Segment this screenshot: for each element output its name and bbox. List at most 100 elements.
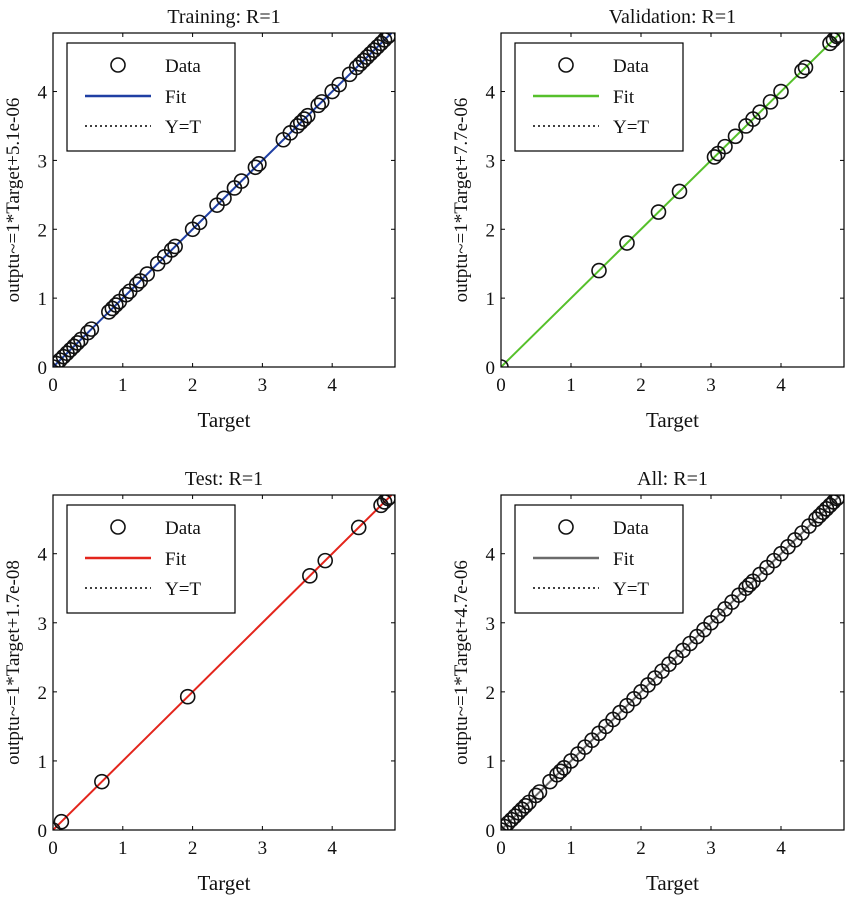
x-tick-label: 4 bbox=[327, 375, 337, 396]
data-point bbox=[128, 276, 145, 293]
legend-label-fit: Fit bbox=[613, 549, 635, 570]
y-tick-label: 0 bbox=[486, 358, 496, 379]
chart-panel-test: Test: R=1 0 1 2 3 4 0 1 2 3 4 Target outptu~=1*Targe… bbox=[3, 468, 396, 895]
data-point bbox=[830, 495, 844, 505]
data-point bbox=[53, 813, 70, 830]
x-tick-label: 2 bbox=[188, 838, 198, 859]
data-point bbox=[83, 321, 100, 337]
legend-label-fit: Fit bbox=[165, 549, 187, 570]
data-point bbox=[376, 495, 393, 510]
x-axis-label: Target bbox=[646, 408, 699, 432]
data-point bbox=[380, 33, 395, 45]
x-tick-label: 0 bbox=[496, 838, 506, 859]
data-point bbox=[717, 138, 733, 155]
x-tick-label: 2 bbox=[636, 375, 646, 396]
data-point bbox=[118, 286, 135, 303]
chart-panel-all: All: R=1 0 1 2 3 4 0 1 2 3 4 Target outptu~=1*Target… bbox=[451, 468, 845, 895]
data-point bbox=[380, 495, 395, 507]
legend-data-marker bbox=[558, 519, 574, 535]
legend-label-fit: Fit bbox=[613, 87, 635, 108]
x-tick-label: 2 bbox=[636, 838, 646, 859]
legend: Data Fit Y=T bbox=[66, 504, 236, 614]
data-point bbox=[94, 773, 110, 790]
plot-area bbox=[501, 495, 844, 830]
data-point bbox=[517, 798, 534, 814]
y-tick-label: 0 bbox=[38, 358, 48, 379]
data-point bbox=[331, 76, 347, 93]
x-tick-label: 2 bbox=[188, 375, 198, 396]
data-point bbox=[381, 33, 395, 43]
x-tick-label: 1 bbox=[566, 375, 576, 396]
y-tick-label: 2 bbox=[486, 220, 496, 241]
legend-label-fit: Fit bbox=[165, 87, 187, 108]
x-tick-label: 3 bbox=[706, 375, 716, 396]
data-point bbox=[794, 63, 810, 79]
legend-label-data: Data bbox=[613, 518, 649, 539]
y-tick-label: 4 bbox=[486, 83, 496, 104]
data-point bbox=[139, 266, 156, 282]
y-tick-label: 4 bbox=[38, 545, 48, 566]
plot-area bbox=[501, 33, 844, 367]
legend-label-data: Data bbox=[613, 56, 649, 77]
x-tick-label: 0 bbox=[48, 375, 58, 396]
data-point bbox=[69, 335, 86, 351]
x-tick-label: 1 bbox=[118, 375, 128, 396]
data-point bbox=[296, 111, 313, 127]
legend-label-identity: Y=T bbox=[165, 579, 201, 600]
data-point bbox=[350, 519, 367, 536]
y-tick-label: 0 bbox=[38, 821, 48, 842]
y-axis-label: outptu~=1*Target+1.7e-08 bbox=[3, 560, 24, 765]
y-tick-label: 3 bbox=[486, 151, 496, 172]
data-point bbox=[381, 495, 395, 505]
legend: Data Fit Y=T bbox=[66, 42, 236, 152]
plot-area bbox=[53, 495, 395, 830]
legend-label-identity: Y=T bbox=[613, 579, 649, 600]
data-point bbox=[671, 183, 688, 200]
chart-title: Training: R=1 bbox=[167, 6, 280, 28]
data-point bbox=[302, 568, 318, 584]
y-tick-label: 0 bbox=[486, 821, 496, 842]
chart-panel-training: Training: R=1 0 1 2 3 4 0 1 2 3 4 Target outptu~=1*T… bbox=[3, 6, 396, 432]
legend-label-identity: Y=T bbox=[165, 117, 201, 138]
y-tick-label: 2 bbox=[486, 683, 496, 704]
axes-box bbox=[500, 32, 845, 368]
x-tick-label: 3 bbox=[258, 838, 268, 859]
data-point bbox=[247, 159, 264, 176]
legend: Data Fit Y=T bbox=[514, 504, 684, 614]
x-tick-label: 1 bbox=[118, 838, 128, 859]
y-axis-label: outptu~=1*Target+4.7e-06 bbox=[451, 560, 472, 765]
legend-label-identity: Y=T bbox=[613, 117, 649, 138]
data-point bbox=[552, 763, 569, 780]
axes-box bbox=[52, 494, 396, 831]
data-point bbox=[179, 688, 196, 705]
data-point bbox=[727, 128, 744, 145]
data-point bbox=[619, 235, 635, 251]
data-point bbox=[650, 204, 667, 220]
data-point bbox=[216, 190, 232, 207]
y-tick-label: 3 bbox=[38, 614, 48, 635]
y-tick-label: 4 bbox=[486, 545, 496, 566]
y-tick-label: 2 bbox=[38, 220, 48, 241]
x-tick-label: 3 bbox=[706, 838, 716, 859]
chart-title: Test: R=1 bbox=[185, 468, 263, 490]
data-point bbox=[706, 149, 723, 165]
y-tick-label: 3 bbox=[38, 151, 48, 172]
y-axis-label: outptu~=1*Target+5.1e-06 bbox=[3, 98, 24, 303]
y-tick-label: 1 bbox=[38, 752, 48, 773]
y-tick-label: 4 bbox=[38, 83, 48, 104]
data-point bbox=[108, 297, 124, 313]
data-point bbox=[310, 97, 327, 114]
x-tick-label: 4 bbox=[776, 838, 786, 859]
y-tick-label: 3 bbox=[486, 614, 496, 635]
data-point bbox=[531, 784, 548, 800]
chart-title: All: R=1 bbox=[637, 468, 708, 490]
chart-title: Validation: R=1 bbox=[609, 6, 736, 28]
data-point bbox=[317, 552, 334, 569]
data-point bbox=[191, 214, 208, 231]
data-point bbox=[163, 242, 180, 258]
data-point bbox=[299, 107, 316, 124]
legend-data-marker bbox=[558, 57, 574, 73]
data-point bbox=[528, 787, 544, 804]
data-point bbox=[773, 83, 789, 100]
